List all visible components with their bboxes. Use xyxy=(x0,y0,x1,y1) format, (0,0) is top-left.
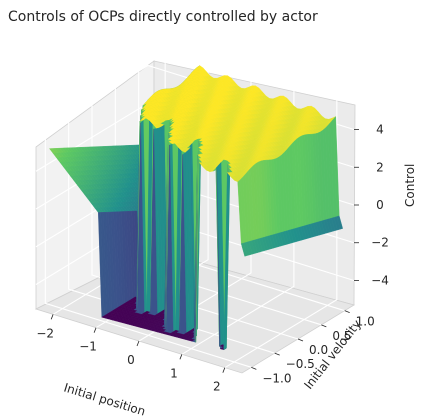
x-tick-label: 0 xyxy=(127,353,135,367)
z-tick-label: −2 xyxy=(371,236,389,250)
z-axis-label: Control xyxy=(403,164,417,207)
z-tick-label: 0 xyxy=(376,198,384,212)
chart-title: Controls of OCPs directly controlled by … xyxy=(8,9,318,25)
axis-ticks: −2 −1 0 1 2 −1.0−0.50.0 0.5 1.0 −4 −2 0 2 4 xyxy=(36,123,389,394)
y-tick-mark xyxy=(321,324,327,328)
grid-y-2 xyxy=(91,75,299,340)
surface-patch xyxy=(240,242,248,257)
x-tick-mark xyxy=(50,314,54,320)
y-tick-label: 1.0 xyxy=(356,315,375,329)
z-tick-label: −4 xyxy=(371,273,389,287)
y-tick-mark xyxy=(344,310,350,314)
x-tick-mark xyxy=(179,354,183,360)
y-tick-label: 0.0 xyxy=(309,343,328,357)
x-axis-label: Initial position xyxy=(62,380,147,417)
y-tick-label: −1.0 xyxy=(262,371,291,385)
x-tick-label: −2 xyxy=(36,326,54,340)
y-tick-label: 0.5 xyxy=(332,329,351,343)
y-tick-label: −0.5 xyxy=(286,357,315,371)
z-tick-label: 4 xyxy=(376,123,384,137)
y-tick-mark xyxy=(297,338,304,342)
x-tick-label: 2 xyxy=(213,380,221,394)
z-tick-label: 2 xyxy=(376,160,384,174)
surface-plot xyxy=(49,65,343,351)
x-tick-label: 1 xyxy=(170,366,178,380)
y-tick-mark xyxy=(274,352,280,356)
x-tick-mark xyxy=(222,367,226,373)
grid-y-0 xyxy=(44,103,252,368)
x-tick-mark xyxy=(136,340,140,347)
x-tick-label: −1 xyxy=(79,340,97,354)
x-tick-mark xyxy=(93,327,97,333)
y-tick-mark xyxy=(251,366,257,370)
